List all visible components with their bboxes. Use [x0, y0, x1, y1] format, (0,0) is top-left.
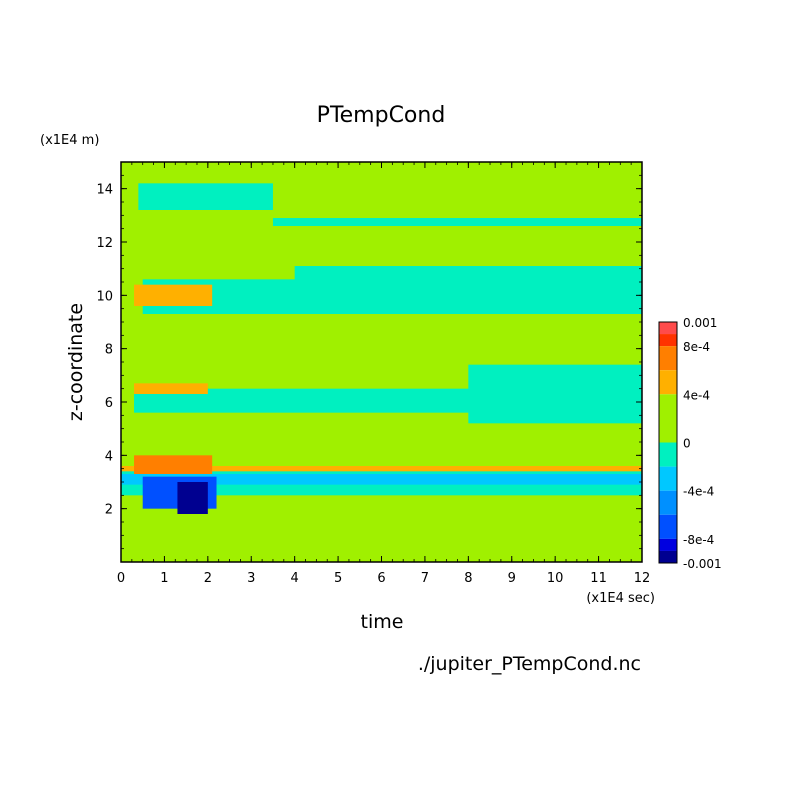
y-tick-label: 10: [96, 289, 113, 304]
y-tick-label: 2: [105, 503, 113, 518]
y-tick-label: 6: [105, 396, 113, 411]
x-tick-label: 9: [508, 571, 516, 586]
colorbar-swatch: [659, 370, 677, 395]
colorbar-label: -4e-4: [683, 485, 714, 499]
colorbar-label: 0.001: [683, 316, 717, 330]
heatmap-band-7: [121, 474, 642, 485]
chart-title: PTempCond: [317, 103, 446, 128]
x-axis-label: time: [361, 611, 404, 633]
x-tick-label: 6: [377, 571, 385, 586]
colorbar-swatch: [659, 346, 677, 371]
heatmap-band-11: [134, 383, 208, 394]
x-tick-label: 5: [334, 571, 342, 586]
heatmap-band-0: [138, 183, 273, 210]
colorbar-swatch: [659, 490, 677, 515]
colorbar-swatch: [659, 322, 677, 335]
x-tick-label: 0: [117, 571, 125, 586]
colorbar-label: 4e-4: [683, 388, 710, 402]
colorbar-label: 8e-4: [683, 340, 710, 354]
colorbar-label: -8e-4: [683, 533, 714, 547]
colorbar-swatch: [659, 538, 677, 551]
x-tick-label: 4: [291, 571, 299, 586]
colorbar-label: 0: [683, 437, 691, 451]
y-tick-label: 12: [96, 236, 113, 251]
x-tick-label: 3: [247, 571, 255, 586]
heatmap-band-9: [134, 455, 213, 474]
heatmap-band-13: [177, 482, 208, 514]
source-filename: ./jupiter_PTempCond.nc: [418, 653, 641, 675]
colorbar-label: -0.001: [683, 557, 722, 571]
x-scale-label: (x1E4 sec): [586, 591, 655, 606]
heatmap-band-1: [272, 218, 642, 226]
heatmap-band-8: [121, 466, 642, 472]
heatmap-band-10: [134, 284, 213, 306]
x-tick-label: 1: [160, 571, 168, 586]
heatmap-band-5: [468, 364, 642, 424]
y-tick-label: 8: [105, 343, 113, 358]
colorbar-swatch: [659, 442, 677, 467]
y-axis-label: z-coordinate: [65, 303, 87, 421]
y-scale-label: (x1E4 m): [40, 133, 99, 148]
x-tick-label: 11: [590, 571, 607, 586]
x-tick-label: 7: [421, 571, 429, 586]
x-tick-label: 10: [547, 571, 564, 586]
heatmap-band-3: [294, 266, 642, 301]
x-tick-label: 2: [204, 571, 212, 586]
colorbar-frame: [658, 321, 678, 564]
colorbar-swatch: [659, 334, 677, 347]
colorbar-swatch: [659, 394, 677, 443]
y-tick-label: 4: [105, 449, 113, 464]
colorbar-swatch: [659, 466, 677, 491]
x-tick-label: 12: [634, 571, 651, 586]
y-tick-label: 14: [96, 183, 113, 198]
colorbar-swatch: [659, 550, 677, 563]
x-tick-label: 8: [464, 571, 472, 586]
colorbar-swatch: [659, 514, 677, 539]
